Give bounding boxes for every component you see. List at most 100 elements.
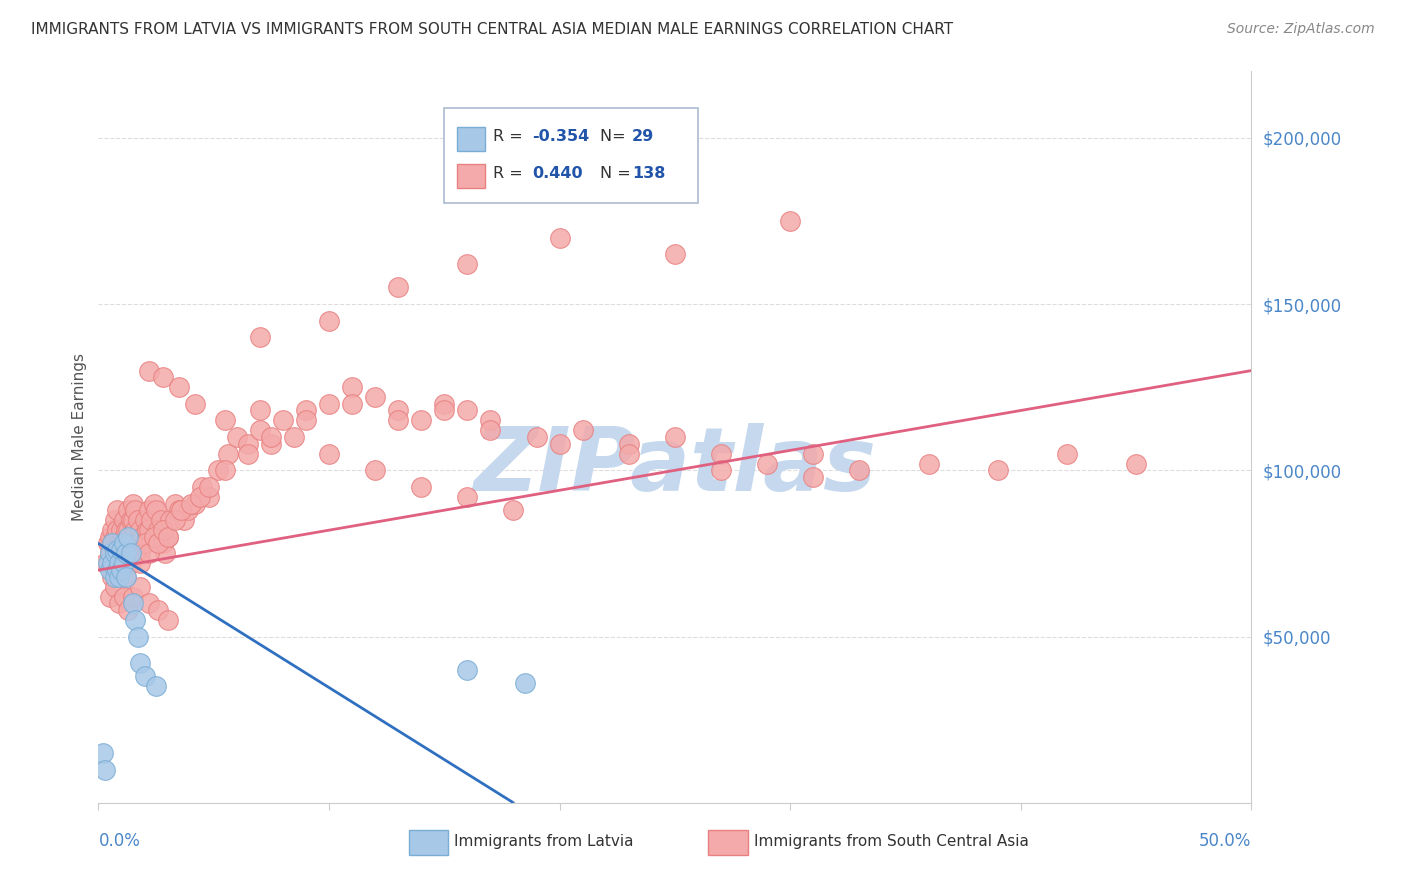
Point <box>295 403 318 417</box>
Point <box>127 513 149 527</box>
Point <box>108 549 131 564</box>
Point <box>664 430 686 444</box>
Point <box>318 314 340 328</box>
Point <box>225 430 247 444</box>
Point <box>548 230 571 244</box>
Point <box>756 457 779 471</box>
Point <box>122 497 145 511</box>
Point <box>110 563 132 577</box>
Point <box>108 570 131 584</box>
Point <box>129 523 152 537</box>
Point <box>129 557 152 571</box>
Point <box>184 397 207 411</box>
Point <box>120 530 142 544</box>
Point <box>129 580 152 594</box>
Point <box>138 523 160 537</box>
Point <box>138 546 160 560</box>
Point <box>98 530 121 544</box>
Point <box>167 503 190 517</box>
Point <box>387 403 409 417</box>
Point <box>364 390 387 404</box>
Point <box>112 557 135 571</box>
Point <box>142 530 165 544</box>
Point <box>110 536 132 550</box>
Point <box>138 596 160 610</box>
Point <box>249 424 271 438</box>
Point <box>103 513 125 527</box>
Point <box>191 480 214 494</box>
Point <box>456 490 478 504</box>
Point <box>134 513 156 527</box>
Point <box>318 397 340 411</box>
Point <box>117 503 139 517</box>
Point <box>108 596 131 610</box>
Point <box>98 546 121 560</box>
Point <box>502 503 524 517</box>
Point <box>108 536 131 550</box>
Point <box>134 536 156 550</box>
Point <box>134 536 156 550</box>
Text: 138: 138 <box>633 166 665 180</box>
Point <box>340 397 363 411</box>
Point <box>115 570 138 584</box>
Point <box>526 430 548 444</box>
Point <box>124 613 146 627</box>
Point <box>156 530 179 544</box>
Point <box>163 513 186 527</box>
Point <box>387 280 409 294</box>
Point <box>479 413 502 427</box>
Point <box>249 330 271 344</box>
Point <box>145 503 167 517</box>
Point <box>159 513 181 527</box>
Point <box>152 536 174 550</box>
Point <box>710 463 733 477</box>
Point <box>105 503 128 517</box>
Point <box>122 596 145 610</box>
Point <box>260 436 283 450</box>
Text: 0.0%: 0.0% <box>98 832 141 850</box>
Point <box>513 676 536 690</box>
Point <box>149 513 172 527</box>
Point <box>238 436 260 450</box>
Point <box>214 413 236 427</box>
Point <box>456 403 478 417</box>
Point <box>97 536 120 550</box>
Point <box>91 746 114 760</box>
Point <box>124 546 146 560</box>
Point <box>101 557 124 571</box>
Point <box>801 447 824 461</box>
Point <box>198 490 221 504</box>
Text: ZIPatlas: ZIPatlas <box>474 423 876 510</box>
Point <box>120 557 142 571</box>
Text: -0.354: -0.354 <box>531 129 589 144</box>
Point <box>364 463 387 477</box>
Point <box>105 523 128 537</box>
Point <box>110 523 132 537</box>
Point <box>779 214 801 228</box>
Text: 29: 29 <box>633 129 654 144</box>
Point <box>987 463 1010 477</box>
Point <box>122 513 145 527</box>
Point <box>238 447 260 461</box>
Point <box>433 397 456 411</box>
Point <box>571 424 593 438</box>
Point <box>108 557 131 571</box>
Point <box>177 503 200 517</box>
Point <box>138 363 160 377</box>
Point <box>152 370 174 384</box>
FancyBboxPatch shape <box>444 108 697 203</box>
Point <box>134 669 156 683</box>
Point <box>198 480 221 494</box>
Point <box>127 536 149 550</box>
Point <box>456 257 478 271</box>
Point <box>411 413 433 427</box>
Point <box>148 603 170 617</box>
Point <box>120 513 142 527</box>
Point <box>163 497 186 511</box>
Point <box>117 523 139 537</box>
Point <box>479 424 502 438</box>
Point <box>180 497 202 511</box>
Point <box>184 497 207 511</box>
Point <box>131 530 153 544</box>
Point <box>156 530 179 544</box>
